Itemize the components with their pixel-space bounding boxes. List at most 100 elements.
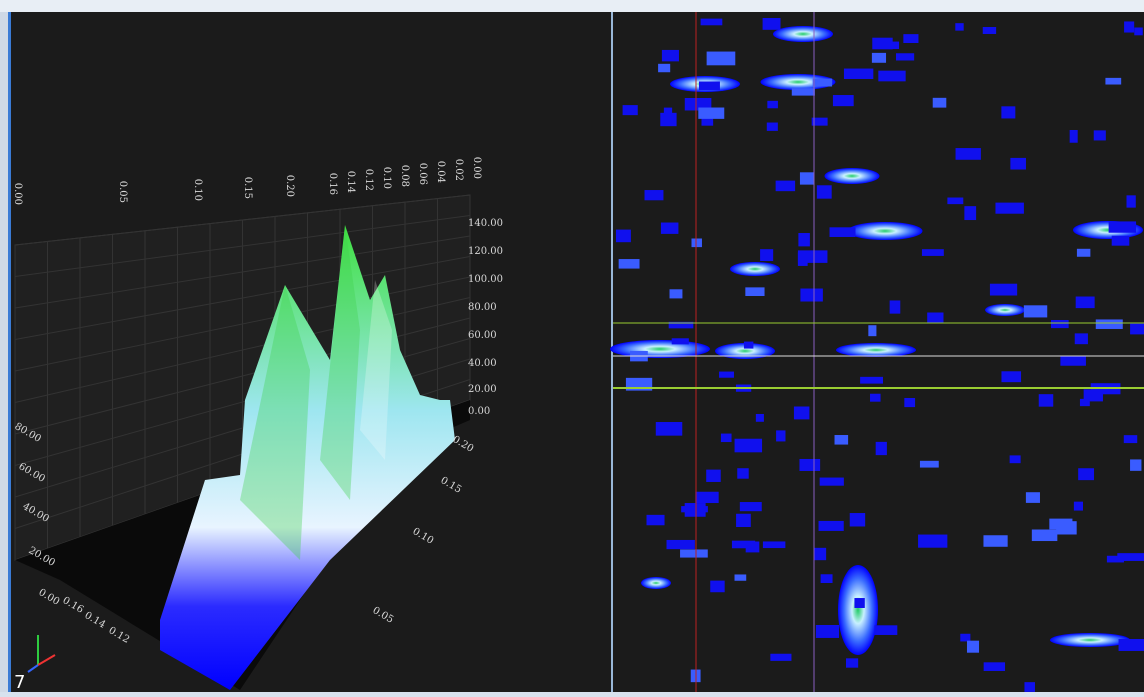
heat-cell (846, 658, 858, 667)
heat-cell (756, 414, 764, 422)
heat-cell (776, 181, 795, 192)
heat-cell (890, 300, 901, 313)
heat-cell (658, 64, 670, 72)
heat-cell (1127, 195, 1136, 207)
heat-cell (872, 53, 886, 63)
height-axis-label: 40.00 (468, 358, 497, 369)
heat-cell (904, 398, 915, 407)
top-axis-label: 0.00 (471, 157, 482, 179)
height-axis-label: 0.00 (468, 406, 490, 417)
screen: 0.000.050.100.150.200.160.140.120.100.08… (0, 0, 1144, 697)
heat-cell (1060, 356, 1086, 365)
heat-cell (918, 535, 947, 548)
heat-cell (800, 289, 822, 302)
heat-blob (985, 304, 1025, 316)
heat-cell (1077, 249, 1090, 257)
heat-cell (745, 287, 764, 296)
heat-cell (798, 233, 810, 246)
height-axis-label: 80.00 (468, 302, 497, 313)
height-axis-label: 100.00 (468, 274, 503, 285)
heat-cell (1049, 519, 1072, 530)
heat-cell (691, 238, 701, 247)
top-axis-label: 0.08 (399, 165, 410, 187)
height-axis-label: 120.00 (468, 246, 503, 257)
heat-cell (760, 249, 773, 261)
heat-cell (706, 470, 721, 482)
heat-cell (1039, 394, 1053, 406)
heat-cell (1130, 324, 1144, 335)
top-axis-label: 0.20 (284, 175, 295, 197)
heat-cell (776, 430, 785, 441)
heat-cell (922, 249, 944, 256)
heat-cell (1130, 459, 1141, 470)
heat-cell (662, 50, 679, 61)
heat-cell (850, 513, 865, 526)
left-strip (0, 12, 9, 697)
left-edge (8, 12, 11, 697)
heat-cell (870, 394, 881, 402)
heat-blob (730, 262, 780, 276)
heat-cell (1109, 221, 1136, 232)
heat-cell (1124, 21, 1134, 32)
heat-cell (680, 549, 708, 557)
heat-cell (1001, 371, 1021, 382)
heat-cell (672, 338, 689, 344)
heat-cell (1105, 78, 1121, 85)
heat-cell (667, 540, 695, 549)
heat-cell (896, 53, 914, 60)
heat-cell (1070, 130, 1078, 143)
heat-cell (685, 503, 706, 517)
heat-blob (838, 565, 878, 655)
heat-cell (814, 548, 826, 560)
top-axis-label: 0.16 (327, 173, 338, 195)
heat-cell (1076, 297, 1095, 309)
heat-blob (1050, 633, 1130, 647)
heat-cell (699, 81, 720, 90)
heat-cell (947, 198, 963, 205)
heat-cell (710, 581, 724, 593)
heat-cell (927, 312, 943, 322)
heat-cell (695, 492, 718, 503)
bottom-bar (0, 692, 1144, 697)
heat-cell (1026, 492, 1040, 503)
heat-cell (821, 574, 833, 583)
heat-cell (844, 69, 873, 79)
heat-cell (964, 206, 976, 220)
top-bar (0, 0, 1144, 12)
heat-cell (770, 654, 791, 661)
heat-blob (836, 343, 916, 357)
heat-cell (955, 23, 963, 30)
heat-cell (874, 625, 897, 635)
heat-cell (670, 289, 683, 298)
top-axis-label: 0.06 (417, 163, 428, 185)
heat-cell (830, 227, 856, 237)
heat-cell (1010, 455, 1021, 463)
heat-cell (1032, 529, 1058, 541)
top-axis-label: 0.12 (363, 169, 374, 191)
heat-cell (1074, 502, 1083, 511)
top-axis-label: 0.05 (117, 181, 128, 203)
heat-cell (763, 541, 785, 548)
heat-cell (990, 284, 1017, 296)
heat-cell (817, 185, 832, 198)
heat-cell (732, 541, 755, 549)
heat-cell (721, 434, 732, 442)
heat-cell (1094, 130, 1106, 140)
heat-cell (983, 27, 996, 34)
heat-blob (848, 222, 923, 240)
heat-cell (800, 172, 815, 184)
heat-blob (773, 26, 833, 42)
heat-cell (792, 88, 815, 95)
heat-cell (735, 439, 763, 453)
height-axis-label: 140.00 (468, 218, 503, 229)
heat-cell (960, 634, 970, 642)
heat-cell (816, 625, 839, 638)
heat-cell (707, 52, 736, 66)
heat-cell (799, 459, 820, 471)
heat-cell (1096, 319, 1123, 329)
heat-cell (698, 108, 724, 119)
heat-cell (854, 598, 864, 608)
top-axis-label: 0.10 (192, 179, 203, 201)
height-axis-label: 20.00 (468, 384, 497, 395)
heat-cell (833, 95, 854, 106)
